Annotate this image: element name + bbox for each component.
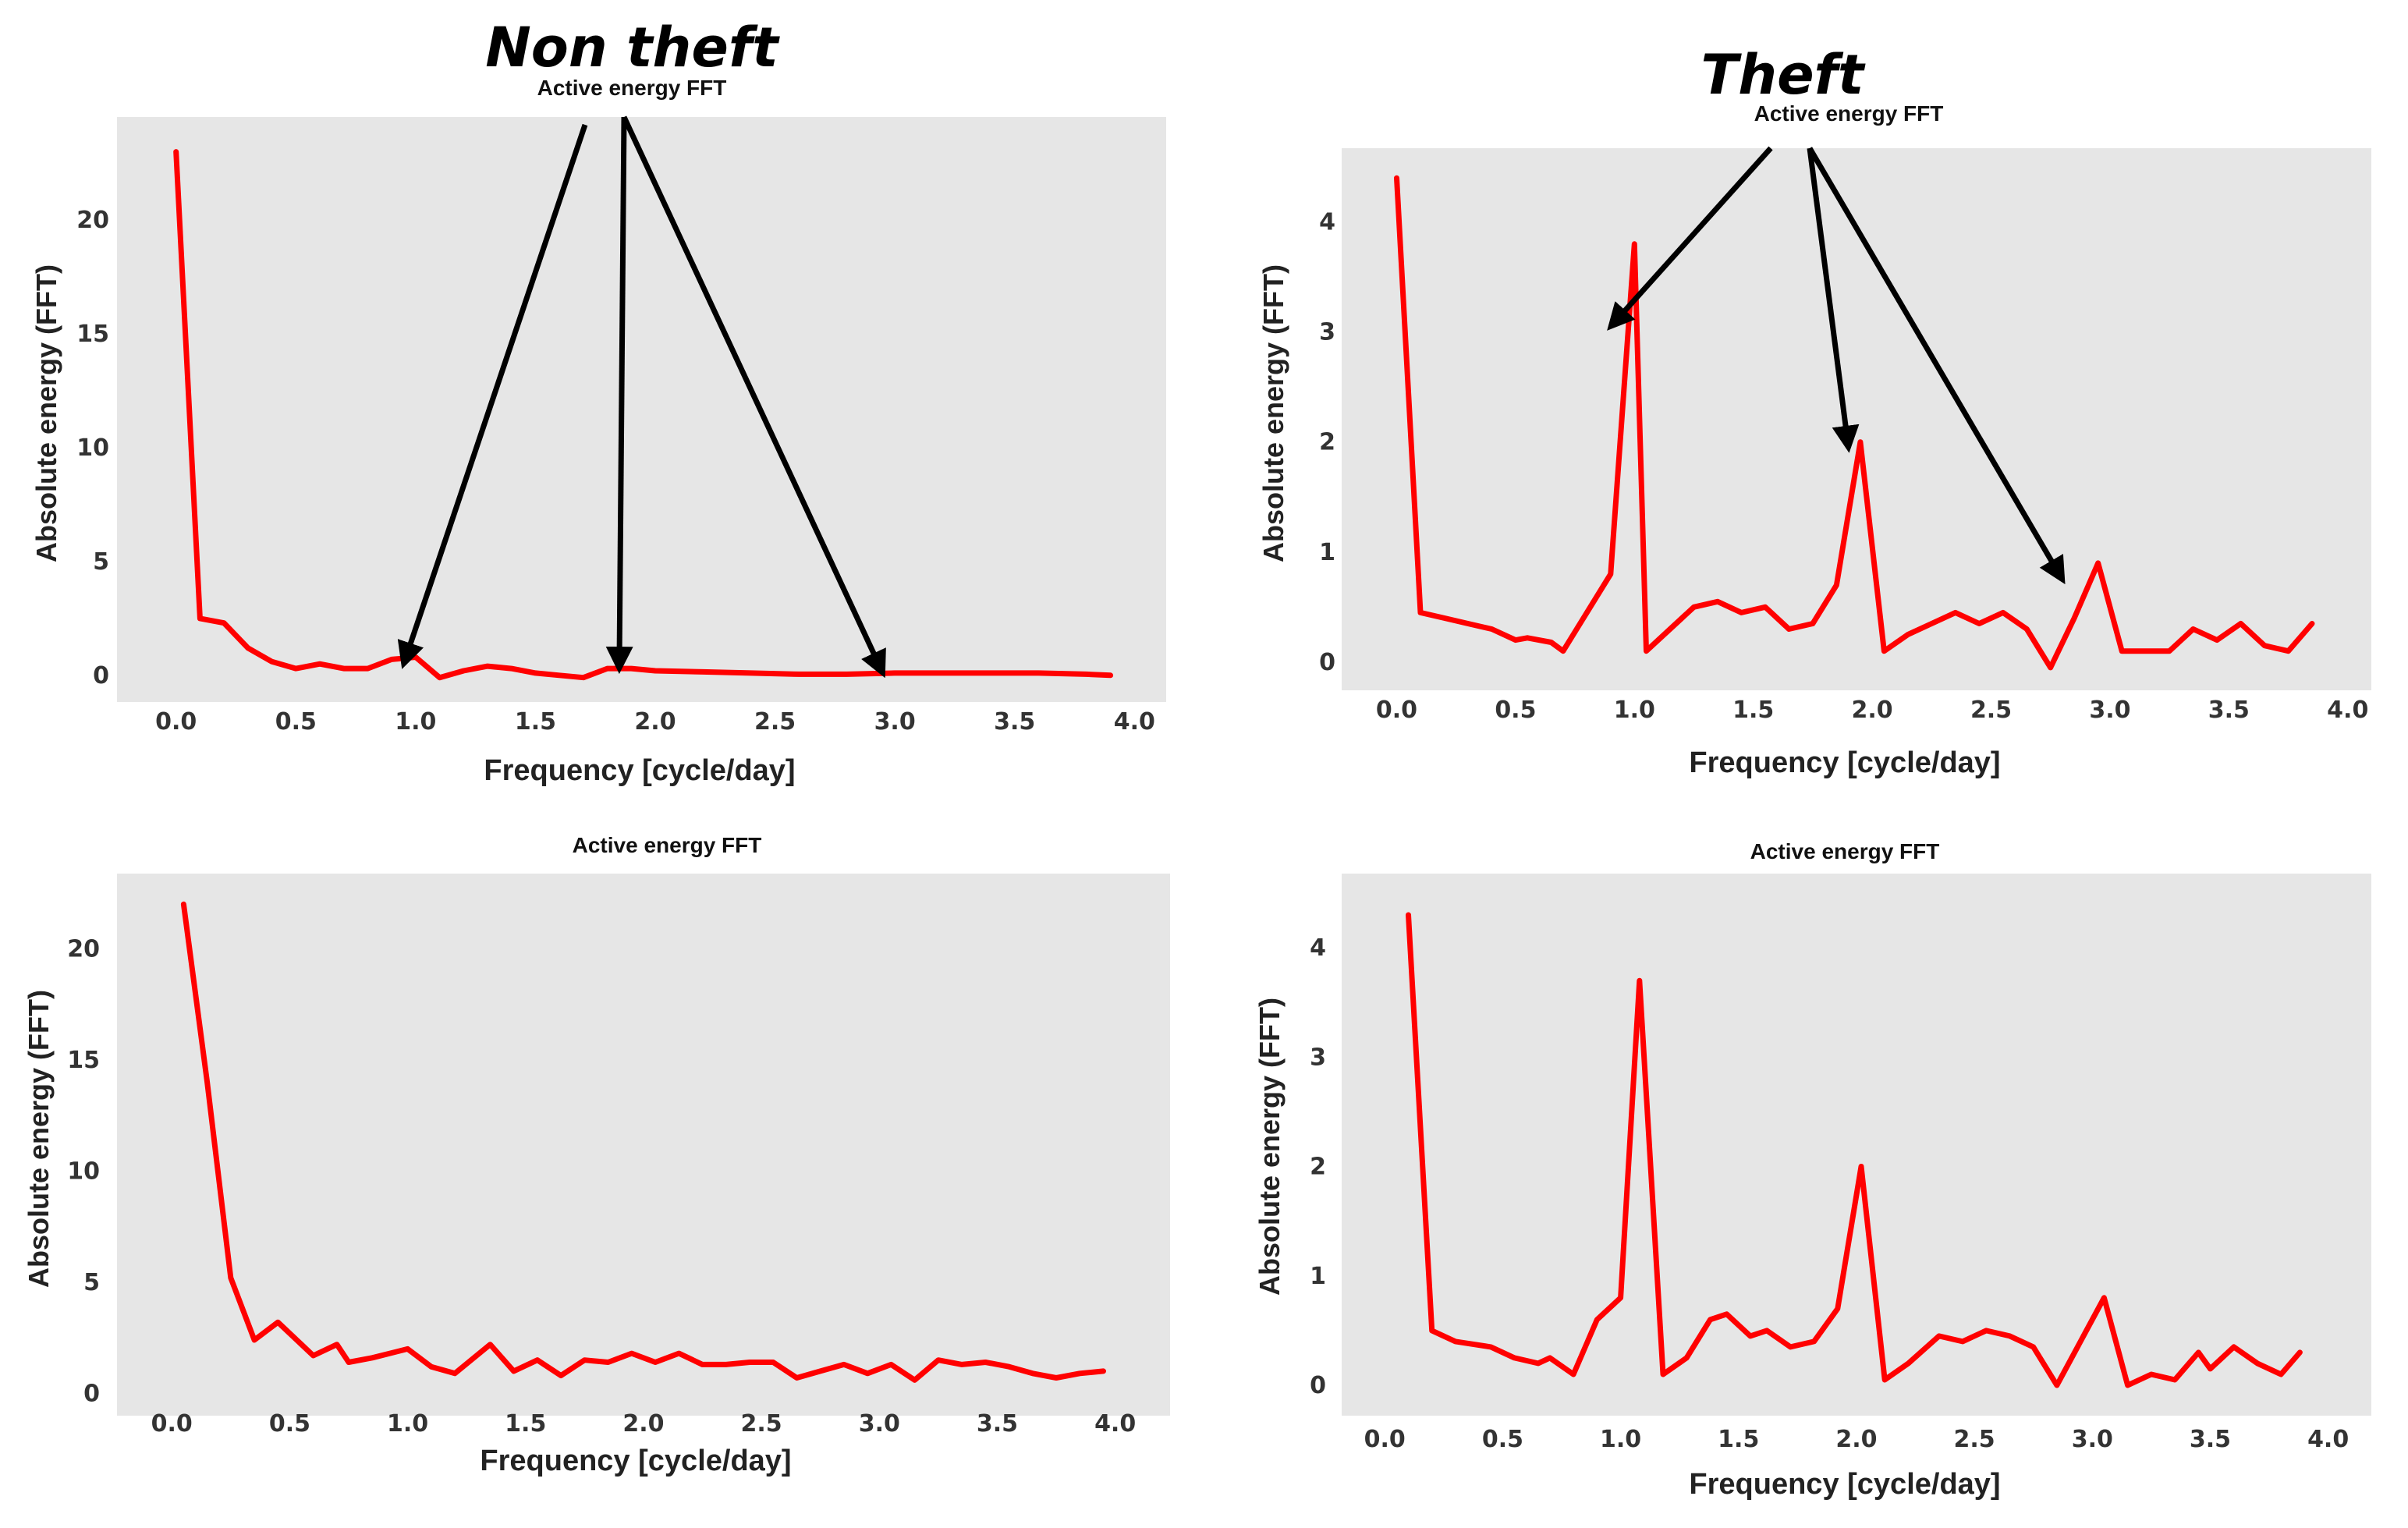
annotation-arrows-layer	[397, 115, 2066, 679]
title-theft-top: Active energy FFT	[1754, 101, 1944, 126]
nontheft_bottom-ytick-label: 10	[67, 1158, 100, 1185]
title-nontheft-bottom: Active energy FFT	[573, 833, 762, 857]
nontheft_top-xtick-label: 0.0	[155, 708, 197, 736]
theft_top-series-line	[1394, 175, 2315, 671]
theft_bottom-xtick-label: 2.0	[1835, 1426, 1877, 1453]
nontheft_top-ytick-label: 15	[76, 321, 109, 348]
theft_bottom-ytick-label: 1	[1310, 1263, 1326, 1290]
theft_bottom-ytick-label: 4	[1310, 934, 1326, 962]
title-nontheft-top: Active energy FFT	[537, 76, 727, 100]
title-theft-bottom: Active energy FFT	[1750, 839, 1940, 863]
nontheft_top-series-line	[173, 149, 1114, 681]
nontheft_bottom-xtick-label: 4.0	[1094, 1410, 1136, 1438]
nontheft_top-xtick-label: 0.5	[275, 708, 317, 736]
nontheft_top-annotation-arrow	[621, 115, 886, 679]
theft_bottom-xtick-label: 1.0	[1600, 1426, 1641, 1453]
nontheft_top-ytick-label: 10	[76, 434, 109, 462]
theft_bottom-xtick-label: 0.0	[1364, 1426, 1406, 1453]
nontheft_bottom-ytick-label: 5	[83, 1269, 100, 1296]
xlabel-theft-top: Frequency [cycle/day]	[1689, 746, 2000, 779]
nontheft_top-xtick-label: 1.5	[515, 708, 556, 736]
nontheft_top-xtick-label: 4.0	[1114, 708, 1155, 736]
panel-bg-nontheft-bottom	[117, 874, 1170, 1416]
theft_bottom-xtick-label: 2.5	[1954, 1426, 1995, 1453]
nontheft_bottom-xtick-label: 2.0	[622, 1410, 664, 1438]
nontheft_bottom-xtick-label: 3.5	[977, 1410, 1018, 1438]
theft_bottom-ytick-label: 3	[1310, 1044, 1326, 1071]
panel-bg-theft-top	[1342, 148, 2371, 690]
theft_top-ytick-label: 3	[1319, 319, 1335, 346]
theft_top-xtick-label: 1.0	[1614, 697, 1655, 724]
nontheft_bottom-xtick-label: 1.0	[387, 1410, 428, 1438]
nontheft_bottom-series-line	[180, 901, 1106, 1383]
nontheft_bottom-xtick-label: 3.0	[859, 1410, 900, 1438]
panel-bg-theft-bottom	[1342, 874, 2371, 1416]
xlabel-nontheft-top: Frequency [cycle/day]	[484, 754, 795, 787]
theft_top-annotation-arrow	[1807, 147, 1860, 453]
theft_top-xtick-label: 0.5	[1495, 697, 1536, 724]
xlabel-theft-bottom: Frequency [cycle/day]	[1689, 1468, 2000, 1501]
theft_bottom-xtick-label: 3.0	[2072, 1426, 2113, 1453]
theft_bottom-xtick-label: 4.0	[2307, 1426, 2349, 1453]
nontheft_top-annotation-arrow	[397, 123, 588, 669]
theft_top-annotation-arrow	[1607, 146, 1773, 331]
theft_top-xtick-label: 2.0	[1852, 697, 1893, 724]
ylabel-theft-bottom: Absolute energy (FFT)	[1254, 998, 1286, 1296]
theft_bottom-series-line	[1406, 912, 2303, 1388]
theft_top-ytick-label: 1	[1319, 539, 1335, 566]
theft_bottom-ytick-label: 0	[1310, 1372, 1326, 1399]
nontheft_top-ytick-label: 20	[76, 207, 109, 234]
theft_top-ytick-label: 4	[1319, 209, 1335, 236]
header-non-theft: Non theft	[485, 16, 780, 80]
header-theft: Theft	[1701, 43, 1867, 107]
theft_top-xtick-label: 0.0	[1376, 697, 1417, 724]
nontheft_bottom-ytick-label: 0	[83, 1380, 100, 1407]
nontheft_top-xtick-label: 2.0	[634, 708, 676, 736]
theft_top-xtick-label: 3.0	[2089, 697, 2130, 724]
nontheft_top-ytick-label: 5	[93, 548, 109, 576]
theft_top-ytick-label: 2	[1319, 429, 1335, 456]
ylabel-theft-top: Absolute energy (FFT)	[1257, 264, 1289, 562]
theft_top-xtick-label: 4.0	[2327, 697, 2368, 724]
nontheft_bottom-ytick-label: 15	[67, 1047, 100, 1074]
ylabel-nontheft-top: Absolute energy (FFT)	[30, 264, 62, 562]
theft_bottom-xtick-label: 1.5	[1718, 1426, 1759, 1453]
nontheft_top-xtick-label: 3.5	[994, 708, 1035, 736]
nontheft_top-xtick-label: 2.5	[754, 708, 796, 736]
series-lines-layer	[173, 149, 2315, 1388]
xlabel-nontheft-bottom: Frequency [cycle/day]	[480, 1445, 791, 1477]
theft_bottom-xtick-label: 3.5	[2190, 1426, 2231, 1453]
nontheft_top-ytick-label: 0	[93, 662, 109, 690]
theft_bottom-xtick-label: 0.5	[1482, 1426, 1523, 1453]
theft_top-xtick-label: 2.5	[1970, 697, 2012, 724]
nontheft_bottom-xtick-label: 1.5	[505, 1410, 546, 1438]
theft_bottom-ytick-label: 2	[1310, 1154, 1326, 1181]
theft_top-annotation-arrow	[1807, 147, 2066, 585]
theft_top-xtick-label: 1.5	[1732, 697, 1774, 724]
theft_top-xtick-label: 3.5	[2208, 697, 2250, 724]
nontheft_bottom-xtick-label: 0.0	[151, 1410, 193, 1438]
nontheft_top-xtick-label: 3.0	[874, 708, 916, 736]
panel-bg-nontheft-top	[117, 117, 1166, 702]
nontheft_bottom-ytick-label: 20	[67, 935, 100, 963]
nontheft_bottom-xtick-label: 2.5	[741, 1410, 782, 1438]
nontheft_bottom-xtick-label: 0.5	[269, 1410, 310, 1438]
ylabel-nontheft-bottom: Absolute energy (FFT)	[23, 990, 55, 1288]
nontheft_top-xtick-label: 1.0	[395, 708, 436, 736]
theft_top-ytick-label: 0	[1319, 649, 1335, 676]
nontheft_top-annotation-arrow	[605, 116, 633, 675]
